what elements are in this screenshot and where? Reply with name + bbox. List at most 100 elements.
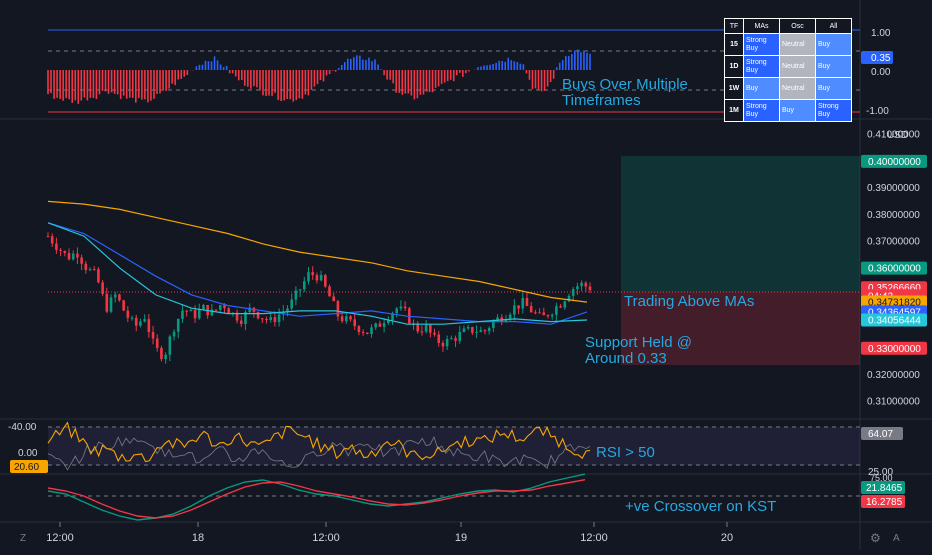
candle-body xyxy=(164,354,167,360)
annotation-rsi[interactable]: RSI > 50 xyxy=(596,444,655,461)
price-label-badge xyxy=(861,341,927,355)
summary-mas: Buy xyxy=(743,77,780,100)
candle-body xyxy=(143,319,146,322)
summary-all: Buy xyxy=(815,55,852,78)
candle-body xyxy=(534,312,537,314)
summary-tf: 1W xyxy=(724,77,744,100)
osc-value-label: 0.35 xyxy=(871,53,891,64)
candle-body xyxy=(496,317,499,321)
ma-fast-line[interactable] xyxy=(47,222,588,325)
long-position-target-zone[interactable] xyxy=(621,156,860,292)
candle-body xyxy=(366,332,369,335)
kst-axis[interactable]: 75.00 21.8465 16.2785 xyxy=(861,473,905,508)
ma-slow-line[interactable] xyxy=(47,200,588,303)
price-label: 0.40000000 xyxy=(868,157,921,168)
candle-body xyxy=(584,282,588,287)
summary-header: TF xyxy=(724,18,744,34)
candle-body xyxy=(210,309,214,316)
price-tick: 0.31000000 xyxy=(867,397,920,408)
rsi-value-badge xyxy=(861,427,903,440)
time-tick-label: 12:00 xyxy=(312,532,340,544)
candle-body xyxy=(286,308,289,312)
candle-body xyxy=(563,301,567,308)
candle-body xyxy=(193,310,197,319)
auto-scale-button[interactable]: A xyxy=(893,533,900,544)
summary-all: Strong Buy xyxy=(815,99,852,122)
time-tick-label: 12:00 xyxy=(580,532,608,544)
summary-osc: Neutral xyxy=(779,33,816,56)
annotation-support-line2[interactable]: Around 0.33 xyxy=(585,350,667,367)
summary-all: Buy xyxy=(815,77,852,100)
price-tick: 0.38000000 xyxy=(867,210,920,221)
candle-body xyxy=(437,334,441,343)
candle-body xyxy=(80,257,83,264)
price-tick: 0.37000000 xyxy=(867,236,920,247)
osc-histogram xyxy=(47,49,591,104)
rsi-line[interactable] xyxy=(47,421,591,463)
candle-body xyxy=(256,311,260,319)
price-tick: 0.32000000 xyxy=(867,370,920,381)
zoom-reset-button[interactable]: Z xyxy=(20,533,26,544)
candle-body xyxy=(307,272,310,282)
annotation-kst[interactable]: +ve Crossover on KST xyxy=(625,498,776,515)
candle-body xyxy=(361,331,365,333)
candle-body xyxy=(277,314,281,323)
summary-tf: 1M xyxy=(724,99,744,122)
long-position-stop-zone[interactable] xyxy=(621,292,860,365)
candle-body xyxy=(168,336,172,355)
osc-tick: -1.00 xyxy=(866,106,889,117)
kst-signal-line[interactable] xyxy=(47,479,586,519)
candle-body xyxy=(235,312,239,321)
candle-body xyxy=(513,305,516,315)
candle-body xyxy=(445,339,449,347)
candle-body xyxy=(429,324,432,333)
candle-body xyxy=(281,311,285,315)
kst-line[interactable] xyxy=(47,473,586,521)
candle-body xyxy=(525,298,529,307)
osc-axis[interactable]: 1.00 0.35 0.00 -1.00 xyxy=(861,28,893,117)
ma-mid-line[interactable] xyxy=(47,222,588,325)
candle-body xyxy=(189,310,193,312)
candle-body xyxy=(244,312,247,324)
kst-value-label: 21.8465 xyxy=(866,483,903,494)
rsi-band xyxy=(48,427,860,465)
summary-tf: 15 xyxy=(724,33,744,56)
candle-body xyxy=(462,328,466,332)
price-axis[interactable]: USD 0.41000000 0.39000000 0.38000000 0.3700… xyxy=(861,130,927,408)
candle-body xyxy=(298,289,302,291)
candle-body xyxy=(580,282,583,287)
candle-body xyxy=(395,308,399,314)
time-axis[interactable]: 12:00 18 12:00 19 12:00 20 xyxy=(46,522,733,544)
candle-body xyxy=(504,318,508,323)
kst-signal-label: 16.2785 xyxy=(866,497,903,508)
price-tick: 0.39000000 xyxy=(867,183,920,194)
time-tick-label: 12:00 xyxy=(46,532,74,544)
candle-body xyxy=(147,319,151,333)
gear-icon[interactable]: ⚙ xyxy=(870,531,881,545)
annotation-support-line1[interactable]: Support Held @ xyxy=(585,334,692,351)
candle-body xyxy=(538,312,541,314)
candle-body xyxy=(273,317,277,323)
summary-osc: Neutral xyxy=(779,77,816,100)
candle-body xyxy=(416,323,420,332)
candle-body xyxy=(466,326,470,329)
annotation-buys-line2[interactable]: Timeframes xyxy=(562,92,641,109)
rsi-value-label: 64.07 xyxy=(868,429,893,440)
annotation-trading-above-mas[interactable]: Trading Above MAs xyxy=(624,293,754,310)
price-label: 0.36000000 xyxy=(868,264,921,275)
kst-value-badge xyxy=(861,481,905,494)
annotation-buys-line1[interactable]: Buys Over Multiple xyxy=(562,76,688,93)
rsi-axis[interactable]: 64.07 25.00 xyxy=(861,427,903,478)
candle-body xyxy=(109,297,113,312)
candle-body xyxy=(571,289,575,296)
rsi-secondary-line[interactable] xyxy=(47,435,591,471)
rsi-left-labels: -40.00 0.00 20.60 xyxy=(8,422,48,473)
candle-body xyxy=(433,332,436,335)
candle-body xyxy=(424,324,428,332)
candle-body xyxy=(76,253,79,258)
price-candles[interactable] xyxy=(46,232,592,364)
candle-body xyxy=(197,309,201,319)
candle-body xyxy=(328,286,331,297)
candle-body xyxy=(471,326,474,333)
time-tick-label: 18 xyxy=(192,532,204,544)
